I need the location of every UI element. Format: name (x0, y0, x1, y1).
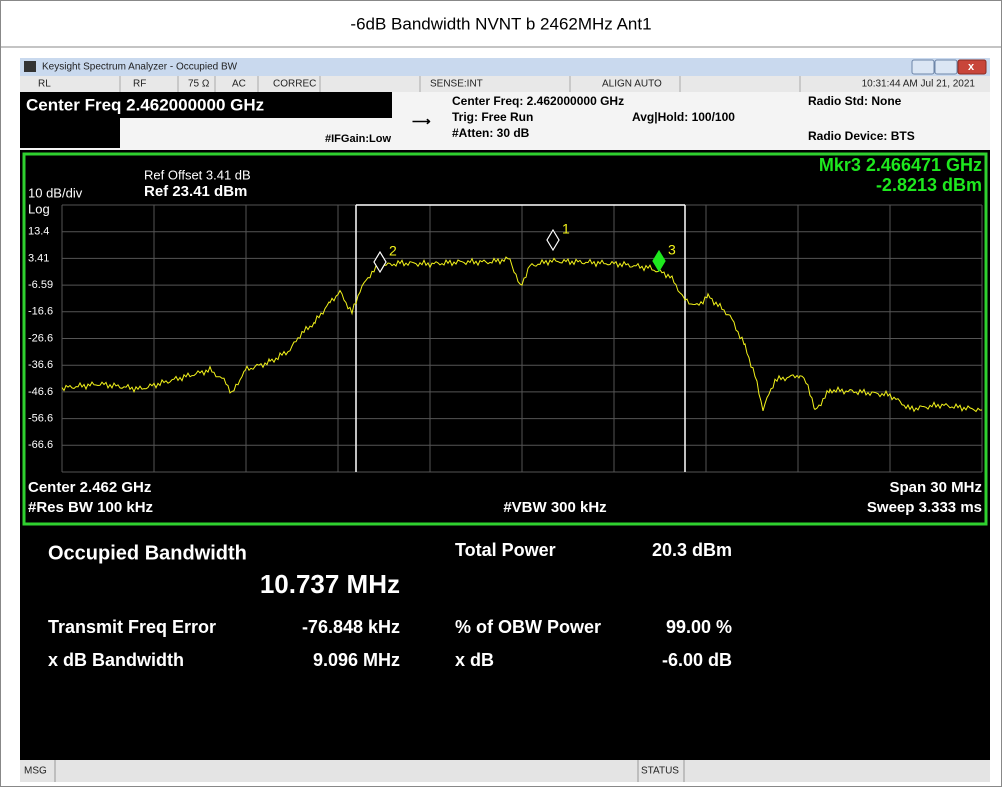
page-title: -6dB Bandwidth NVNT b 2462MHz Ant1 (350, 14, 651, 33)
status-item: RL (38, 79, 51, 90)
footer (20, 760, 990, 782)
center-freq: Center Freq 2.462000000 GHz (26, 95, 264, 114)
y-label: -6.59 (28, 279, 53, 291)
center-freq-box (20, 92, 392, 118)
y-label: -16.6 (28, 306, 53, 318)
display (20, 150, 990, 530)
y-label: -56.6 (28, 413, 53, 425)
marker-label: 3 (668, 242, 676, 258)
trace (61, 256, 983, 413)
obw-power-label: % of OBW Power (455, 617, 601, 637)
window-title: Keysight Spectrum Analyzer - Occupied BW (42, 62, 238, 73)
avg-hold: Avg|Hold: 100/100 (632, 110, 735, 124)
y-label: -26.6 (28, 332, 53, 344)
status-row (20, 76, 990, 92)
vbw: #VBW 300 kHz (503, 499, 606, 516)
status-item: 10:31:44 AM Jul 21, 2021 (862, 79, 976, 90)
marker-label: 1 (562, 221, 570, 237)
trigger-arrow: ⟶ (412, 113, 431, 128)
close-icon: x (968, 61, 975, 73)
xdb-value: -6.00 dB (662, 650, 732, 670)
status: STATUS (641, 766, 679, 777)
span: Span 30 MHz (889, 479, 982, 496)
ref-level: Ref 23.41 dBm (144, 183, 247, 200)
if-gain: #IFGain:Low (325, 133, 391, 145)
trigger: Trig: Free Run (452, 110, 533, 124)
xdb-bw-value: 9.096 MHz (313, 650, 400, 670)
minimize-button[interactable] (911, 59, 935, 75)
ref-offset: Ref Offset 3.41 dB (144, 167, 251, 182)
freq-error-label: Transmit Freq Error (48, 617, 216, 637)
status-item: RF (133, 79, 146, 90)
results-panel (20, 530, 990, 760)
status-item: 75 Ω (188, 79, 210, 90)
scale: 10 dB/div (28, 185, 83, 200)
scale-type: Log (28, 201, 50, 216)
obw-label: Occupied Bandwidth (48, 542, 247, 564)
total-power-label: Total Power (455, 540, 556, 560)
app-icon (24, 61, 36, 72)
msg: MSG (24, 766, 47, 777)
status-item: SENSE:INT (430, 79, 483, 90)
radio-std: Radio Std: None (808, 94, 902, 108)
softkey-box (20, 118, 120, 148)
restore-button[interactable] (934, 59, 958, 75)
y-label: 13.4 (28, 226, 49, 238)
y-label: -36.6 (28, 359, 53, 371)
sweep: Sweep 3.333 ms (867, 499, 982, 516)
total-power-value: 20.3 dBm (652, 540, 732, 560)
obw-power-value: 99.00 % (666, 617, 732, 637)
marker-readout: Mkr3 2.466471 GHz (819, 155, 982, 175)
marker-label: 2 (389, 243, 397, 259)
status-item: ALIGN AUTO (602, 79, 662, 90)
marker-diamond (546, 228, 560, 252)
y-label: 3.41 (28, 252, 49, 264)
xdb-bw-label: x dB Bandwidth (48, 650, 184, 670)
center-freq-info: Center Freq: 2.462000000 GHz (452, 94, 624, 108)
status-item: AC (232, 79, 246, 90)
obw-value: 10.737 MHz (260, 569, 400, 599)
xdb-label: x dB (455, 650, 494, 670)
marker-diamond (373, 250, 387, 274)
center: Center 2.462 GHz (28, 479, 151, 496)
marker-diamond (652, 249, 666, 273)
close-button[interactable] (957, 59, 987, 75)
marker-value: -2.8213 dBm (876, 175, 982, 195)
freq-error-value: -76.848 kHz (302, 617, 400, 637)
display-border (22, 152, 988, 526)
y-label: -66.6 (28, 439, 53, 451)
title-bar (20, 58, 990, 76)
attenuation: #Atten: 30 dB (452, 126, 530, 140)
res-bw: #Res BW 100 kHz (28, 499, 153, 516)
status-item: CORREC (273, 79, 316, 90)
radio-device: Radio Device: BTS (808, 129, 915, 143)
y-label: -46.6 (28, 386, 53, 398)
